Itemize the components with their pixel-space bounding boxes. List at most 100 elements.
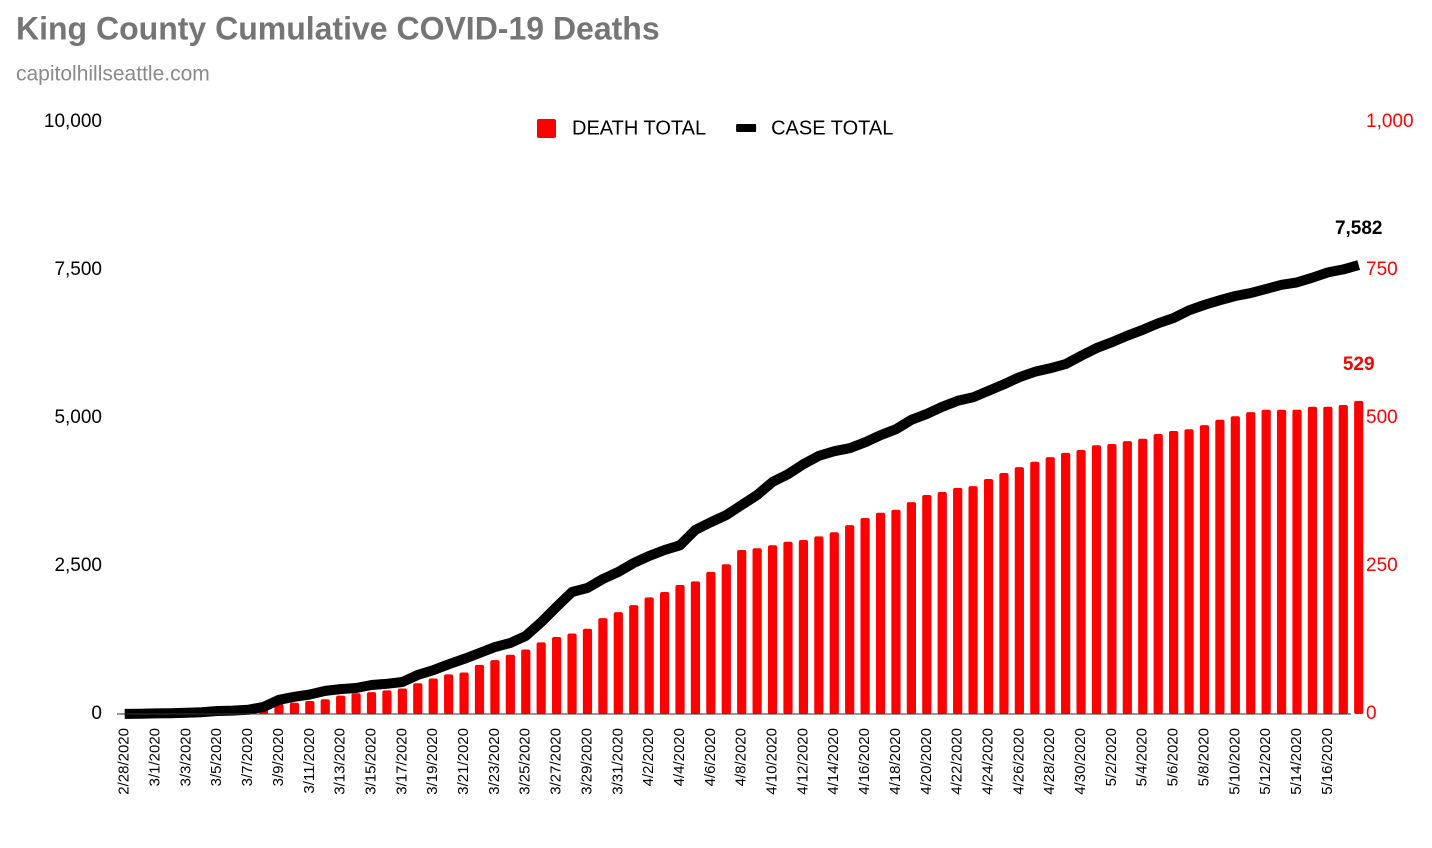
x-tick-label: 3/7/2020 [239, 728, 256, 786]
bar [413, 683, 423, 714]
bar [1045, 457, 1055, 714]
bar [1184, 429, 1194, 714]
bar [690, 581, 701, 714]
x-tick-label: 4/4/2020 [671, 728, 688, 786]
bar [1323, 406, 1333, 714]
x-tick-label: 4/8/2020 [733, 728, 750, 786]
bar [613, 612, 623, 714]
bar [1091, 445, 1102, 714]
bar [706, 571, 716, 714]
x-tick-label: 3/17/2020 [393, 728, 410, 795]
x-tick-label: 4/12/2020 [794, 728, 811, 795]
x-tick-label: 4/16/2020 [856, 728, 873, 795]
x-tick-label: 5/14/2020 [1288, 728, 1305, 795]
bar [505, 654, 515, 714]
bar [459, 672, 469, 714]
bar [567, 633, 577, 714]
bar [1138, 438, 1148, 714]
y2-tick-label: 250 [1366, 555, 1398, 576]
x-tick-label: 3/11/2020 [301, 728, 318, 794]
y-tick-label: 0 [91, 703, 102, 724]
bar [1261, 409, 1271, 714]
y2-tick-label: 0 [1366, 703, 1377, 724]
bar [675, 584, 685, 714]
bar [305, 700, 315, 714]
bar [814, 536, 824, 714]
x-tick-label: 5/4/2020 [1134, 728, 1151, 786]
x-tick-label: 4/14/2020 [825, 728, 842, 795]
bar [845, 525, 855, 714]
bar [382, 690, 392, 714]
x-tick-label: 4/22/2020 [949, 728, 966, 795]
x-tick-label: 3/23/2020 [486, 728, 503, 795]
bar [644, 597, 654, 714]
y-tick-label: 2,500 [54, 555, 102, 576]
x-tick-label: 5/16/2020 [1319, 728, 1336, 795]
x-tick-label: 4/6/2020 [702, 728, 719, 786]
x-tick-label: 3/21/2020 [455, 728, 472, 795]
x-tick-label: 5/12/2020 [1257, 728, 1274, 795]
bar [552, 637, 562, 714]
bar [366, 692, 377, 714]
legend-swatch [537, 119, 556, 138]
bar [1107, 444, 1117, 714]
x-tick-label: 4/30/2020 [1072, 728, 1089, 795]
bar [999, 473, 1009, 714]
y2-tick-label: 500 [1366, 407, 1398, 428]
bar [1122, 441, 1132, 714]
bar [521, 649, 531, 714]
bar [983, 478, 994, 714]
legend-label: CASE TOTAL [771, 117, 893, 139]
x-tick-label: 3/29/2020 [578, 728, 595, 795]
bar [968, 486, 978, 714]
bar [536, 642, 546, 714]
bar [1199, 425, 1210, 714]
x-tick-label: 3/19/2020 [424, 728, 441, 795]
bar [1292, 409, 1302, 714]
bar [1246, 412, 1256, 714]
bar [1230, 416, 1240, 714]
bar [783, 541, 793, 714]
bar [737, 550, 747, 714]
bar [351, 693, 361, 714]
bar [1338, 404, 1348, 714]
x-tick-label: 3/1/2020 [147, 728, 164, 786]
bar [1354, 400, 1364, 714]
x-tick-label: 2/28/2020 [116, 728, 133, 795]
chart-subtitle: capitolhillseattle.com [16, 63, 210, 86]
x-tick-label: 5/6/2020 [1165, 728, 1182, 786]
line [124, 260, 1361, 719]
x-tick-label: 3/15/2020 [362, 728, 379, 795]
bar [721, 564, 731, 714]
bar [598, 618, 608, 714]
x-tick-label: 5/8/2020 [1195, 728, 1212, 786]
bar [428, 678, 438, 714]
bar [582, 628, 593, 714]
bar [1307, 406, 1318, 714]
x-tick-label: 3/25/2020 [517, 728, 534, 795]
data-label: 529 [1343, 354, 1375, 375]
x-tick-label: 4/26/2020 [1010, 728, 1027, 795]
chart-title: King County Cumulative COVID-19 Deaths [16, 10, 660, 46]
bar [629, 605, 639, 714]
y-tick-label: 7,500 [54, 259, 102, 280]
bar [1276, 409, 1287, 714]
bar [336, 695, 346, 714]
x-tick-label: 3/13/2020 [332, 728, 349, 795]
x-tick-label: 5/10/2020 [1226, 728, 1243, 795]
bar [490, 660, 500, 714]
bar [474, 664, 485, 714]
x-tick-label: 3/3/2020 [177, 728, 194, 786]
bar [953, 487, 963, 714]
x-tick-label: 3/5/2020 [208, 728, 225, 786]
x-tick-label: 3/9/2020 [270, 728, 287, 786]
y2-tick-label: 750 [1366, 259, 1398, 280]
x-tick-label: 4/18/2020 [887, 728, 904, 795]
bar [875, 512, 886, 714]
bar [860, 518, 870, 714]
bar [1061, 452, 1071, 714]
x-tick-label: 4/2/2020 [640, 728, 657, 786]
bar [798, 539, 809, 714]
bar [1169, 431, 1179, 714]
